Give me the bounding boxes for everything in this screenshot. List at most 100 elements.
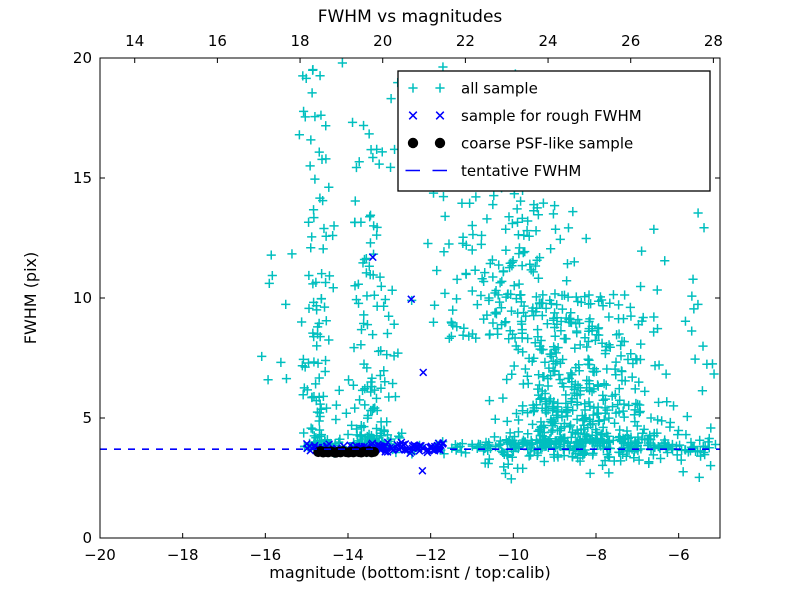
scatter-point bbox=[309, 213, 319, 223]
scatter-point bbox=[382, 328, 393, 339]
scatter-point bbox=[600, 403, 610, 413]
scatter-point bbox=[562, 276, 572, 286]
scatter-point bbox=[316, 294, 326, 304]
scatter-point bbox=[575, 340, 585, 350]
scatter-point bbox=[569, 388, 580, 398]
scatter-point bbox=[467, 220, 477, 231]
scatter-point bbox=[350, 196, 360, 206]
scatter-point bbox=[523, 216, 533, 226]
scatter-point bbox=[624, 400, 634, 411]
scatter-point bbox=[649, 431, 659, 441]
scatter-point bbox=[581, 233, 591, 244]
scatter-point bbox=[318, 391, 328, 401]
scatter-point bbox=[630, 417, 640, 427]
scatter-point bbox=[525, 259, 535, 269]
scatter-point bbox=[593, 416, 604, 426]
scatter-point bbox=[502, 416, 512, 427]
scatter-point bbox=[356, 324, 367, 335]
scatter-point bbox=[311, 396, 321, 406]
scatter-point bbox=[313, 436, 323, 446]
scatter-point bbox=[321, 316, 331, 326]
scatter-point bbox=[626, 311, 636, 321]
x-tick-label: −18 bbox=[167, 546, 199, 564]
x-tick-label: −12 bbox=[415, 546, 447, 564]
scatter-point bbox=[545, 439, 555, 449]
scatter-point bbox=[618, 406, 628, 416]
scatter-point bbox=[522, 371, 533, 381]
scatter-point bbox=[500, 468, 511, 479]
scatter-point bbox=[630, 384, 640, 394]
scatter-point bbox=[440, 288, 450, 298]
scatter-point bbox=[573, 296, 583, 307]
scatter-point bbox=[601, 380, 611, 390]
scatter-point bbox=[354, 395, 365, 405]
scatter-point bbox=[321, 403, 332, 413]
scatter-point bbox=[537, 442, 547, 453]
scatter-point bbox=[550, 366, 560, 376]
scatter-point bbox=[534, 298, 545, 308]
scatter-point bbox=[530, 338, 540, 348]
scatter-point bbox=[276, 357, 286, 367]
scatter-point bbox=[368, 152, 378, 163]
scatter-point bbox=[579, 449, 589, 459]
scatter-point bbox=[537, 386, 547, 396]
scatter-point bbox=[393, 348, 403, 358]
scatter-point bbox=[448, 320, 458, 330]
top-tick-label: 18 bbox=[291, 32, 310, 50]
scatter-point bbox=[621, 451, 631, 461]
scatter-point bbox=[357, 435, 367, 445]
scatter-point bbox=[477, 274, 487, 284]
scatter-point bbox=[372, 230, 382, 240]
scatter-point bbox=[616, 340, 626, 351]
scatter-point bbox=[548, 315, 559, 325]
scatter-point bbox=[532, 303, 542, 313]
scatter-point bbox=[583, 354, 593, 364]
scatter-point bbox=[545, 295, 555, 305]
scatter-point bbox=[585, 434, 595, 444]
scatter-point bbox=[613, 314, 624, 324]
scatter-point bbox=[458, 232, 468, 242]
scatter-series-layer bbox=[100, 58, 721, 484]
scatter-point bbox=[467, 245, 477, 255]
scatter-point bbox=[590, 438, 601, 448]
scatter-point bbox=[478, 446, 489, 456]
scatter-point bbox=[539, 456, 549, 467]
scatter-point bbox=[306, 243, 316, 253]
scatter-point bbox=[533, 273, 544, 283]
scatter-point bbox=[428, 317, 439, 327]
scatter-point bbox=[511, 408, 522, 419]
scatter-point bbox=[611, 357, 621, 367]
scatter-point bbox=[507, 452, 517, 462]
scatter-point bbox=[531, 292, 541, 302]
scatter-point bbox=[369, 446, 380, 457]
legend-label-all-sample: all sample bbox=[461, 80, 538, 98]
scatter-point bbox=[515, 196, 526, 206]
scatter-point bbox=[263, 375, 273, 385]
scatter-point bbox=[630, 405, 640, 415]
scatter-point bbox=[607, 391, 617, 401]
scatter-point bbox=[588, 419, 598, 429]
scatter-point bbox=[680, 316, 691, 326]
scatter-point bbox=[365, 212, 375, 222]
scatter-point bbox=[509, 441, 519, 451]
scatter-point bbox=[635, 281, 646, 292]
scatter-point bbox=[520, 247, 530, 257]
scatter-point bbox=[506, 306, 517, 316]
scatter-point bbox=[518, 248, 528, 258]
scatter-point bbox=[517, 213, 527, 224]
scatter-point bbox=[522, 408, 533, 418]
scatter-point bbox=[515, 290, 525, 300]
scatter-point bbox=[616, 351, 626, 361]
scatter-point bbox=[361, 268, 371, 278]
scatter-point bbox=[682, 411, 692, 422]
scatter-point bbox=[660, 256, 670, 266]
scatter-point bbox=[538, 290, 548, 300]
scatter-point bbox=[580, 292, 590, 302]
scatter-point bbox=[585, 401, 595, 411]
y-axis-label: FWHM (pix) bbox=[21, 252, 40, 345]
legend-label-rough-fwhm: sample for rough FWHM bbox=[461, 107, 642, 125]
chart-title: FWHM vs magnitudes bbox=[318, 7, 503, 27]
scatter-point bbox=[634, 377, 644, 387]
scatter-point bbox=[588, 448, 598, 458]
scatter-point bbox=[320, 366, 330, 377]
